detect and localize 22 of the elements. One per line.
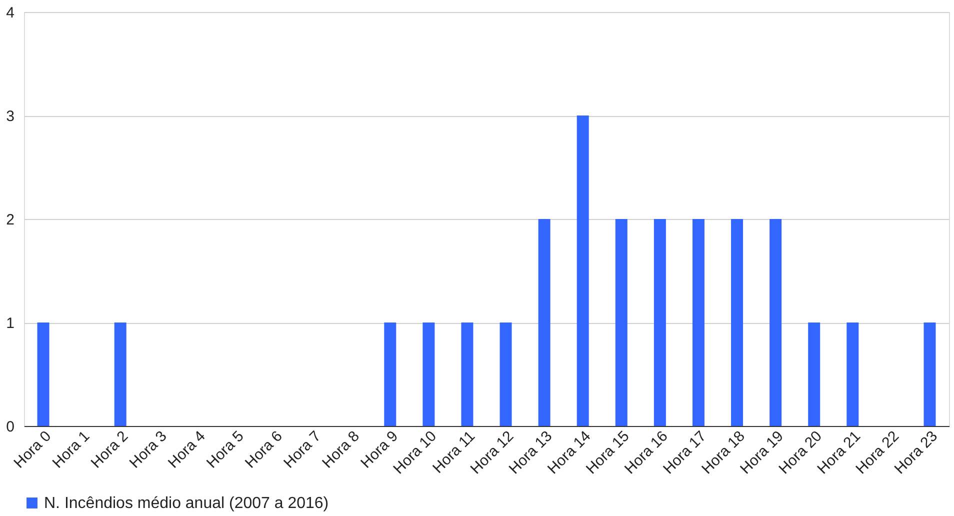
- bar: [731, 219, 744, 426]
- bar: [384, 322, 396, 426]
- y-tick-label: 0: [6, 418, 14, 436]
- bar: [846, 322, 859, 426]
- bar: [576, 116, 589, 426]
- bar: [538, 219, 550, 426]
- y-tick-label: 4: [6, 4, 14, 22]
- bar: [114, 322, 126, 426]
- bar: [924, 322, 936, 426]
- bar: [615, 219, 628, 426]
- legend-label: N. Incêndios médio anual (2007 a 2016): [44, 495, 329, 512]
- bar: [770, 219, 782, 426]
- bar: [422, 322, 435, 426]
- bar: [808, 322, 820, 426]
- bar: [500, 322, 512, 426]
- y-tick-label: 3: [6, 108, 14, 125]
- y-tick-label: 2: [6, 212, 14, 228]
- bar: [461, 322, 474, 426]
- bar: [37, 322, 50, 426]
- bar: [692, 219, 704, 426]
- bar: [654, 219, 666, 426]
- y-tick-label: 1: [6, 315, 14, 332]
